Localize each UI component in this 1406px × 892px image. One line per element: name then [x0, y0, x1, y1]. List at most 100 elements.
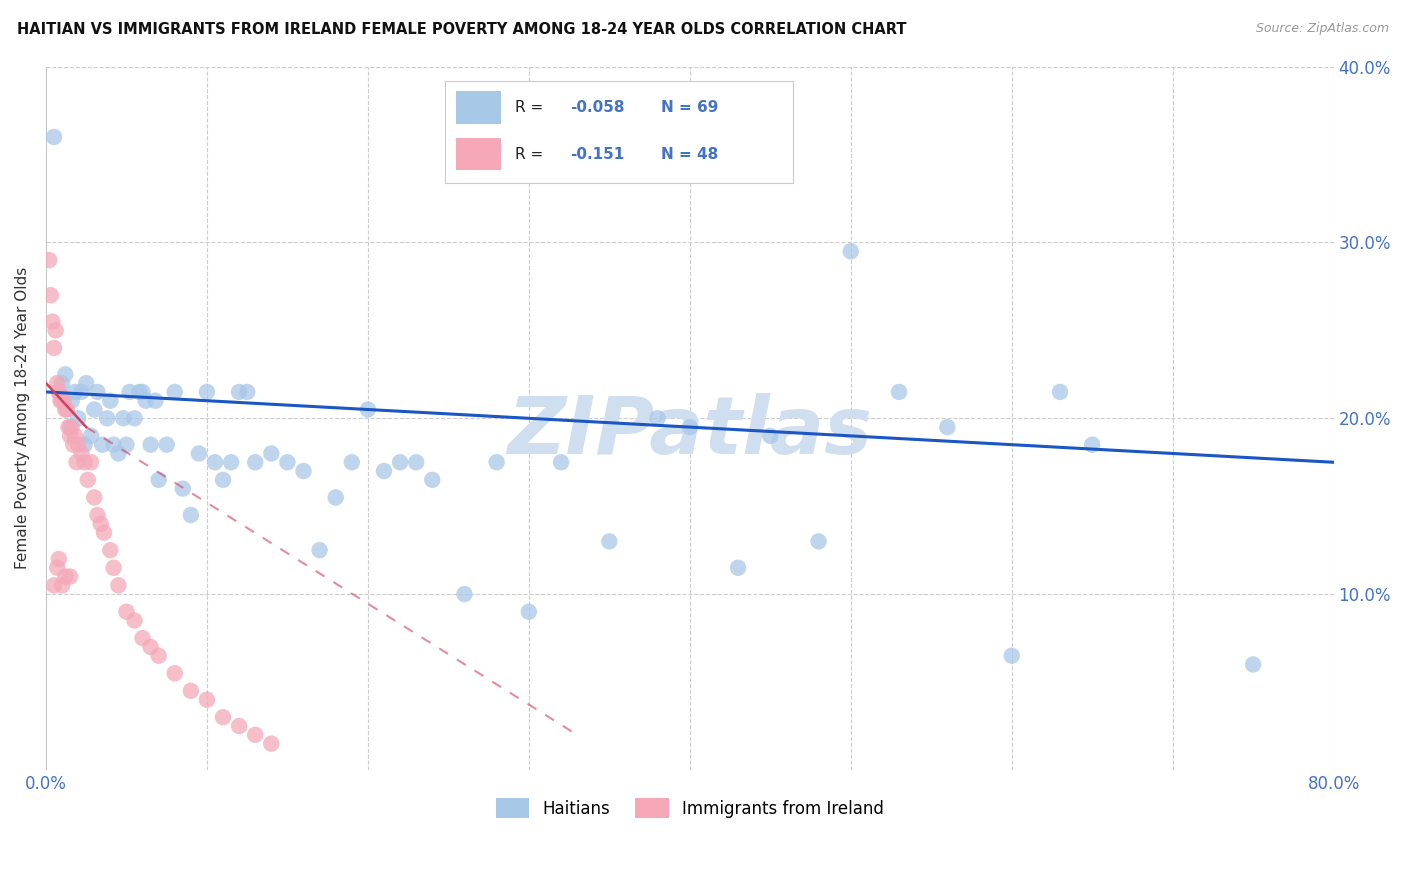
Point — [1241, 657, 1264, 672]
Point — [517, 605, 540, 619]
Point — [679, 420, 702, 434]
Point — [48, 384, 70, 399]
Point — [51, 578, 73, 592]
Point — [148, 473, 170, 487]
Point — [420, 473, 443, 487]
Point — [936, 420, 959, 434]
Point — [59, 569, 82, 583]
Point — [51, 376, 73, 391]
Point — [550, 455, 572, 469]
Point — [373, 464, 395, 478]
Point — [124, 411, 146, 425]
Point — [135, 393, 157, 408]
Point — [260, 446, 283, 460]
Point — [228, 384, 250, 399]
Point — [115, 438, 138, 452]
Point — [39, 288, 62, 302]
Point — [70, 446, 93, 460]
Point — [139, 640, 162, 654]
Point — [598, 534, 620, 549]
Text: HAITIAN VS IMMIGRANTS FROM IRELAND FEMALE POVERTY AMONG 18-24 YEAR OLDS CORRELAT: HAITIAN VS IMMIGRANTS FROM IRELAND FEMAL… — [17, 22, 907, 37]
Point — [245, 455, 267, 469]
Point — [107, 446, 129, 460]
Point — [228, 719, 250, 733]
Point — [145, 393, 167, 408]
Point — [59, 420, 82, 434]
Point — [148, 648, 170, 663]
Point — [759, 429, 782, 443]
Point — [73, 455, 96, 469]
Point — [325, 491, 347, 505]
Point — [112, 411, 135, 425]
Point — [98, 393, 121, 408]
Point — [180, 508, 202, 522]
Point — [195, 384, 218, 399]
Point — [59, 429, 82, 443]
Point — [53, 368, 76, 382]
Point — [86, 508, 108, 522]
Text: Source: ZipAtlas.com: Source: ZipAtlas.com — [1256, 22, 1389, 36]
Point — [83, 491, 105, 505]
Point — [276, 455, 298, 469]
Point — [86, 384, 108, 399]
Point — [485, 455, 508, 469]
Point — [52, 393, 75, 408]
Point — [42, 130, 65, 145]
Point — [103, 561, 125, 575]
Point — [93, 525, 115, 540]
Point — [172, 482, 194, 496]
Point — [887, 384, 910, 399]
Point — [647, 411, 669, 425]
Point — [807, 534, 830, 549]
Y-axis label: Female Poverty Among 18-24 Year Olds: Female Poverty Among 18-24 Year Olds — [15, 268, 30, 569]
Point — [204, 455, 226, 469]
Point — [76, 473, 98, 487]
Point — [128, 384, 150, 399]
Point — [124, 614, 146, 628]
Point — [63, 384, 86, 399]
Point — [58, 420, 80, 434]
Point — [1081, 438, 1104, 452]
Point — [245, 728, 267, 742]
Point — [48, 552, 70, 566]
Point — [53, 569, 76, 583]
Point — [163, 384, 186, 399]
Point — [453, 587, 475, 601]
Point — [156, 438, 179, 452]
Point — [62, 438, 84, 452]
Point — [42, 578, 65, 592]
Point — [292, 464, 315, 478]
Point — [405, 455, 427, 469]
Point — [41, 315, 63, 329]
Point — [67, 438, 90, 452]
Point — [46, 561, 69, 575]
Point — [131, 631, 153, 645]
Point — [118, 384, 141, 399]
Point — [75, 376, 97, 391]
Point — [139, 438, 162, 452]
Point — [46, 376, 69, 391]
Point — [103, 438, 125, 452]
Point — [38, 253, 60, 268]
Point — [80, 429, 103, 443]
Point — [98, 543, 121, 558]
Point — [115, 605, 138, 619]
Point — [48, 384, 70, 399]
Point — [236, 384, 259, 399]
Point — [53, 402, 76, 417]
Point — [389, 455, 412, 469]
Text: ZIPatlas: ZIPatlas — [508, 393, 872, 471]
Point — [212, 473, 235, 487]
Point — [107, 578, 129, 592]
Point — [260, 737, 283, 751]
Point — [42, 341, 65, 355]
Point — [340, 455, 363, 469]
Point — [131, 384, 153, 399]
Point — [63, 429, 86, 443]
Point — [308, 543, 330, 558]
Point — [60, 393, 83, 408]
Legend: Haitians, Immigrants from Ireland: Haitians, Immigrants from Ireland — [489, 791, 890, 825]
Point — [91, 438, 114, 452]
Point — [187, 446, 209, 460]
Point — [49, 393, 72, 408]
